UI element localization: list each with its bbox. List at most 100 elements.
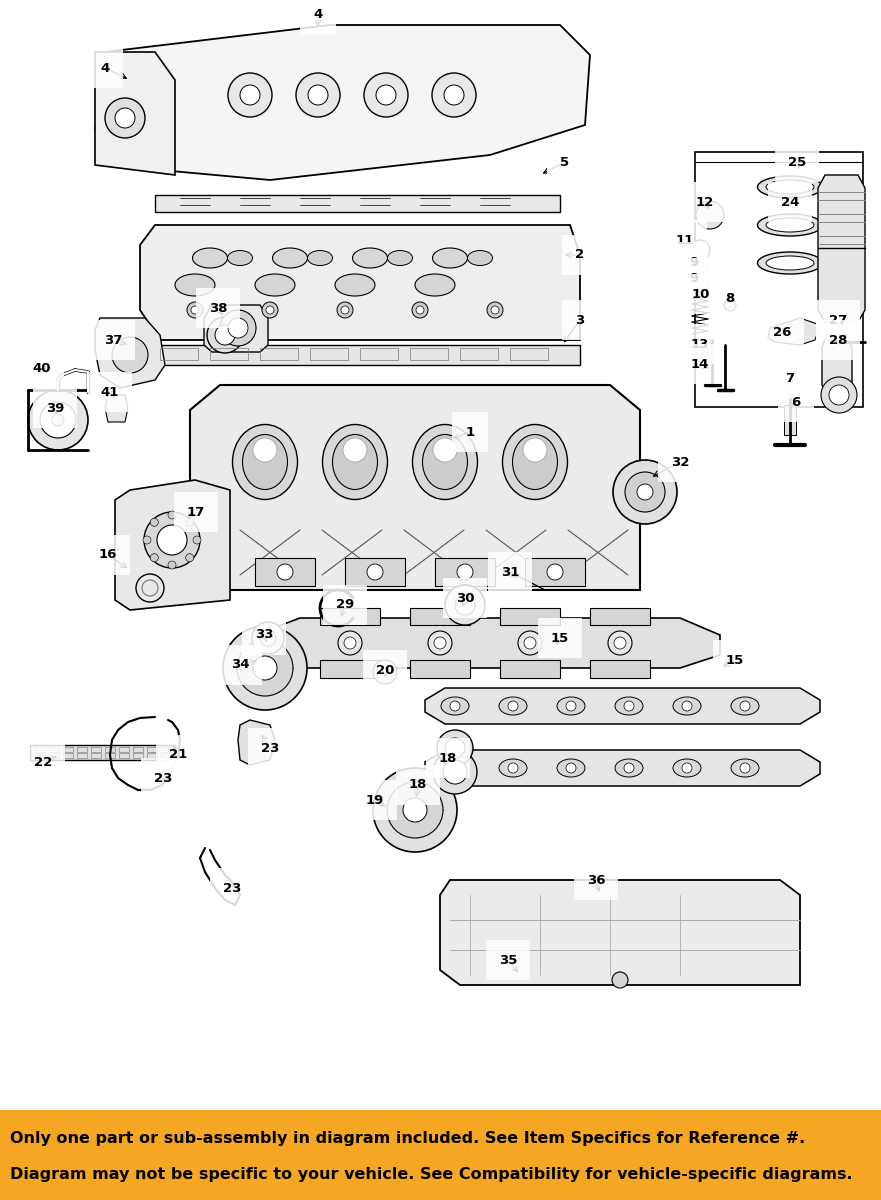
Circle shape — [829, 385, 849, 404]
Polygon shape — [190, 385, 640, 590]
Text: 26: 26 — [773, 325, 791, 338]
Polygon shape — [425, 750, 820, 786]
Text: 18: 18 — [439, 751, 457, 764]
Text: 33: 33 — [255, 629, 273, 642]
Ellipse shape — [758, 214, 823, 236]
Bar — [77, 754, 87, 758]
Circle shape — [450, 763, 460, 773]
Ellipse shape — [175, 274, 215, 296]
Circle shape — [262, 302, 278, 318]
Text: 31: 31 — [500, 565, 519, 578]
Ellipse shape — [433, 248, 468, 268]
Circle shape — [682, 701, 692, 710]
Text: 15: 15 — [726, 654, 744, 666]
Circle shape — [445, 584, 485, 625]
Circle shape — [457, 564, 473, 580]
Text: 11: 11 — [676, 234, 694, 246]
Circle shape — [444, 85, 464, 104]
Circle shape — [296, 73, 340, 116]
Text: 3: 3 — [575, 313, 585, 326]
Circle shape — [253, 656, 277, 680]
Circle shape — [403, 798, 427, 822]
Circle shape — [724, 299, 736, 311]
Bar — [360, 348, 398, 360]
Circle shape — [614, 637, 626, 649]
Circle shape — [432, 73, 476, 116]
Circle shape — [240, 85, 260, 104]
Polygon shape — [95, 318, 165, 388]
Circle shape — [547, 564, 563, 580]
Ellipse shape — [468, 251, 492, 265]
Circle shape — [434, 637, 446, 649]
Polygon shape — [590, 608, 650, 625]
Polygon shape — [440, 880, 800, 985]
Polygon shape — [95, 25, 590, 180]
Text: 21: 21 — [169, 749, 187, 762]
Ellipse shape — [412, 425, 478, 499]
Bar — [49, 746, 59, 752]
Circle shape — [387, 782, 443, 838]
Bar — [105, 754, 115, 758]
Ellipse shape — [322, 425, 388, 499]
Bar — [255, 558, 315, 586]
Circle shape — [566, 701, 576, 710]
Circle shape — [491, 306, 499, 314]
Polygon shape — [155, 346, 580, 365]
Text: 16: 16 — [99, 548, 117, 562]
Circle shape — [740, 763, 750, 773]
Circle shape — [692, 277, 708, 293]
Circle shape — [690, 240, 710, 260]
Polygon shape — [95, 52, 175, 175]
Circle shape — [151, 553, 159, 562]
Circle shape — [266, 306, 274, 314]
Ellipse shape — [499, 697, 527, 715]
Text: 29: 29 — [336, 599, 354, 612]
Ellipse shape — [673, 758, 701, 778]
Circle shape — [412, 302, 428, 318]
Bar — [410, 348, 448, 360]
Text: 10: 10 — [692, 288, 710, 300]
Circle shape — [696, 200, 724, 229]
Ellipse shape — [615, 697, 643, 715]
Bar — [91, 754, 101, 758]
Circle shape — [237, 640, 293, 696]
Text: 9: 9 — [690, 256, 699, 269]
Bar — [49, 754, 59, 758]
Circle shape — [364, 73, 408, 116]
Bar — [35, 754, 45, 758]
Bar — [133, 754, 143, 758]
Circle shape — [187, 302, 203, 318]
Text: 39: 39 — [46, 402, 64, 414]
Bar — [260, 348, 298, 360]
Circle shape — [151, 518, 159, 527]
Circle shape — [308, 85, 328, 104]
Text: 17: 17 — [187, 505, 205, 518]
Ellipse shape — [307, 251, 332, 265]
Circle shape — [416, 306, 424, 314]
Circle shape — [367, 564, 383, 580]
Bar — [119, 754, 129, 758]
Circle shape — [277, 564, 293, 580]
Circle shape — [40, 402, 76, 438]
Circle shape — [115, 108, 135, 128]
Ellipse shape — [441, 697, 469, 715]
Polygon shape — [105, 395, 128, 422]
Circle shape — [252, 622, 284, 654]
Circle shape — [112, 337, 148, 373]
Text: 30: 30 — [455, 592, 474, 605]
Ellipse shape — [731, 697, 759, 715]
Circle shape — [228, 318, 248, 338]
Circle shape — [143, 536, 151, 544]
Circle shape — [624, 701, 634, 710]
Bar — [35, 746, 45, 752]
Text: 4: 4 — [100, 61, 109, 74]
Bar — [105, 746, 115, 752]
Text: 23: 23 — [154, 772, 172, 785]
Text: 12: 12 — [696, 196, 714, 209]
Text: 28: 28 — [829, 334, 848, 347]
Circle shape — [144, 512, 200, 568]
Circle shape — [624, 763, 634, 773]
Bar — [77, 746, 87, 752]
Text: 19: 19 — [366, 793, 384, 806]
Circle shape — [337, 302, 353, 318]
